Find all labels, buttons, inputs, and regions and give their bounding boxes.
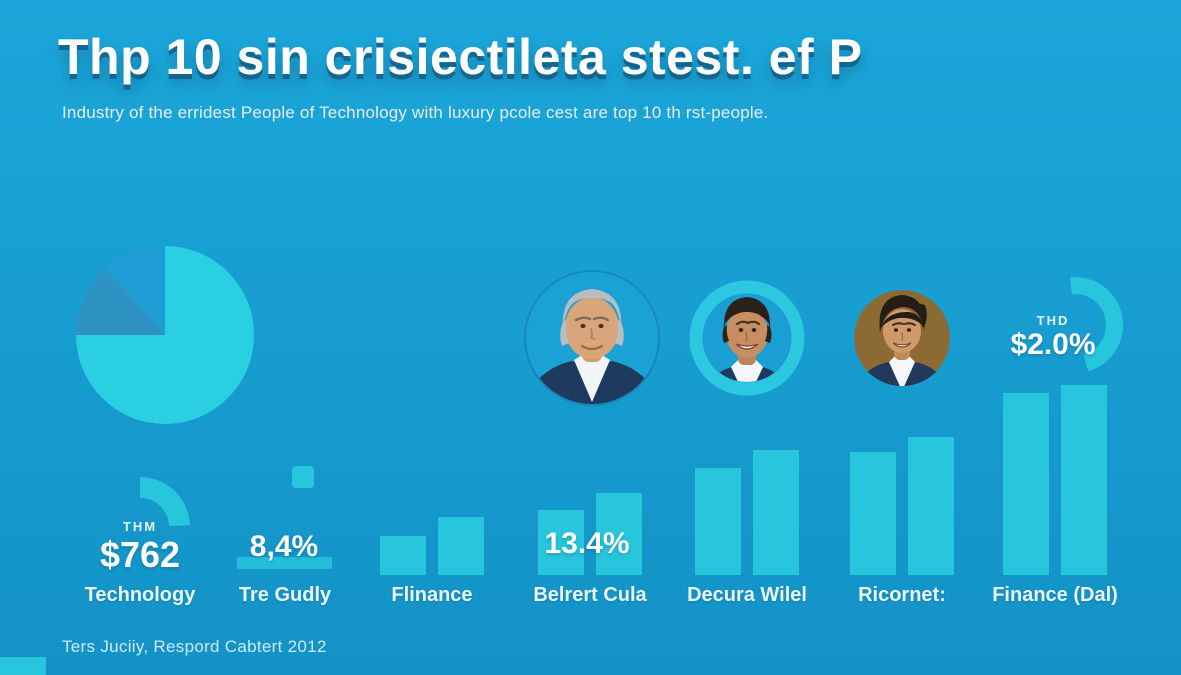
column-label-finance-dal: Finance (Dal) <box>992 584 1118 606</box>
bar <box>380 536 426 575</box>
bar <box>908 437 954 575</box>
quarter-gauge-chart <box>90 477 190 577</box>
column-label-technology: Technology <box>84 584 196 606</box>
stat-thd-label: THD <box>1036 313 1070 328</box>
stat-thm-value: $762 <box>99 534 181 575</box>
page-subtitle: Industry of the erridest People of Techn… <box>62 103 769 122</box>
stat-thm-label: THM <box>122 519 158 534</box>
corner-accent-strip <box>0 657 46 675</box>
column-label-flinance: Flinance <box>391 584 473 606</box>
bar-group-ricornet <box>850 437 954 575</box>
bar-group-finance-dal <box>1003 385 1107 575</box>
bar-group-decura-wilel <box>695 450 799 575</box>
portrait-photo-2 <box>689 280 805 396</box>
bar-group-flinance <box>380 517 484 575</box>
bar <box>438 517 484 575</box>
bar-group-belrert-cula <box>538 493 642 575</box>
source-credit: Ters Juciiy, Respord Cabtert 2012 <box>62 637 327 656</box>
stat-thm: THM $762 <box>60 519 220 576</box>
page-title: Thp 10 sin crisiectileta stest. ef P <box>58 29 863 85</box>
stat-thd: THD $2.0% <box>1007 313 1099 362</box>
decor-chip <box>292 466 314 488</box>
column-label-ricornet: Ricornet: <box>858 584 946 606</box>
column-label-tre-gudly: Tre Gudly <box>238 584 332 606</box>
stat-tre: 8,4% <box>229 530 339 564</box>
portrait-ring-faint <box>524 270 660 406</box>
stat-belrert: 13.4% <box>532 527 642 561</box>
column-label-belrert: Belrert Cula <box>533 584 647 606</box>
stat-thd-value: $2.0% <box>1010 328 1096 361</box>
bar <box>850 452 896 575</box>
stat-strip-bar <box>237 557 332 569</box>
column-label-decura: Decura Wilel <box>687 584 807 606</box>
pie-chart <box>76 246 254 424</box>
bar <box>538 510 584 575</box>
bar <box>1003 393 1049 575</box>
bar <box>753 450 799 575</box>
portrait-photo-1 <box>524 270 660 406</box>
stat-tre-value: 8,4% <box>249 530 319 563</box>
bar <box>596 493 642 575</box>
donut-gauge-chart <box>1027 277 1123 373</box>
bar <box>1061 385 1107 575</box>
bar <box>695 468 741 575</box>
portrait-ring-cyan <box>689 280 805 396</box>
portrait-photo-3 <box>854 290 950 386</box>
stat-belrert-value: 13.4% <box>544 527 630 560</box>
